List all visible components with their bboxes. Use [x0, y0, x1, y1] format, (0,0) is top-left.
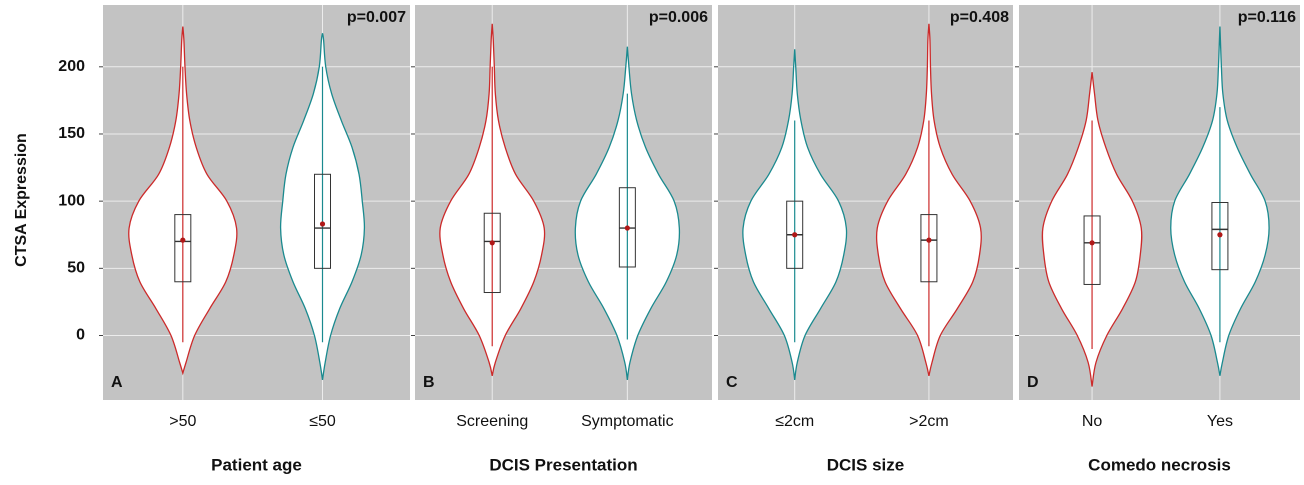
x-tick-label: Screening: [456, 413, 528, 430]
p-value: p=0.006: [649, 9, 708, 26]
box: [314, 173, 332, 269]
mean: [489, 240, 495, 246]
x-tick-label: >50: [169, 413, 196, 430]
x-tick-label: Symptomatic: [581, 413, 673, 430]
box: [920, 214, 938, 283]
x-axis-title: Patient age: [211, 455, 302, 474]
panel-label: C: [726, 374, 738, 391]
y-axis-title: CTSA Expression: [13, 133, 30, 267]
y-tick-label: 200: [58, 58, 85, 75]
y-tick-label: 0: [76, 327, 85, 344]
mean: [1217, 232, 1223, 238]
mean: [1089, 240, 1095, 246]
x-tick-label: ≤50: [309, 413, 336, 430]
x-tick-label: >2cm: [909, 413, 949, 430]
panel-label: A: [111, 374, 123, 391]
mean: [624, 225, 630, 231]
mean: [926, 237, 932, 243]
x-tick-label: Yes: [1207, 413, 1233, 430]
box: [1083, 215, 1101, 285]
x-tick-label: ≤2cm: [775, 413, 814, 430]
mean: [792, 232, 798, 238]
p-value: p=0.116: [1238, 9, 1296, 26]
box: [483, 212, 501, 294]
y-tick-label: 150: [58, 125, 85, 142]
panel-label: B: [423, 374, 435, 391]
x-tick-label: No: [1082, 413, 1103, 430]
mean: [180, 237, 186, 243]
mean: [319, 221, 326, 227]
box: [174, 214, 192, 283]
p-value: p=0.007: [347, 9, 406, 26]
x-axis-title: DCIS Presentation: [489, 455, 637, 474]
panel-label: D: [1027, 374, 1039, 391]
x-axis-title: Comedo necrosis: [1088, 455, 1231, 474]
p-value: p=0.408: [950, 9, 1009, 26]
box: [1211, 202, 1229, 271]
y-tick-label: 50: [67, 260, 85, 277]
x-axis-title: DCIS size: [827, 455, 904, 474]
y-tick-label: 100: [58, 192, 85, 209]
